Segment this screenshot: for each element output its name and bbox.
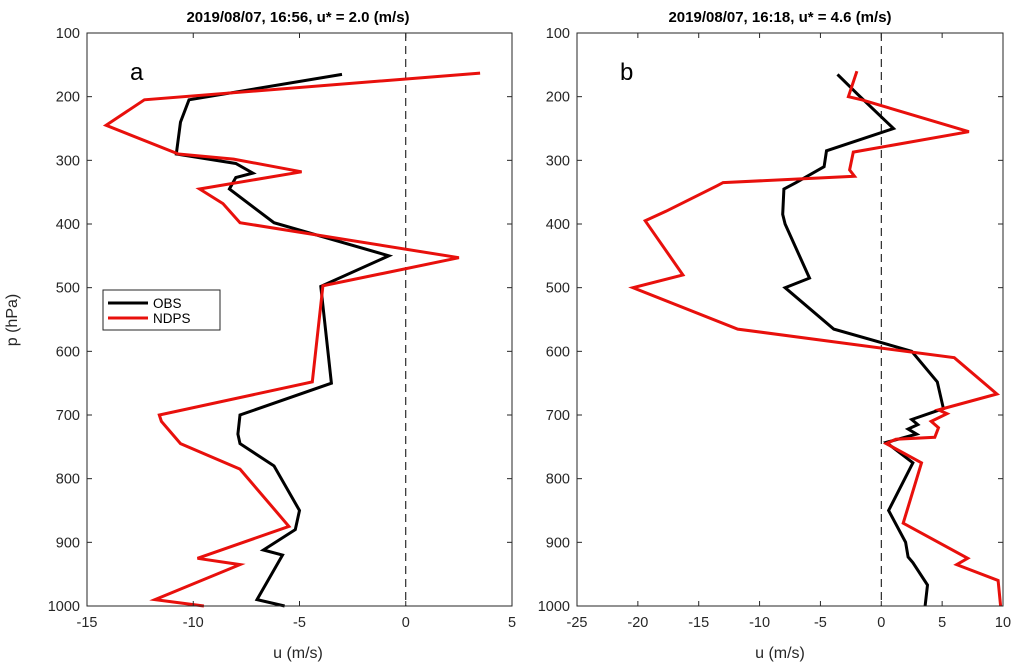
panel-b-ytick-label: 800 [546,472,570,488]
panel-b-xtick-label: 10 [995,615,1011,631]
panel-b-ytick-label: 900 [546,535,570,551]
panel-a-ytick-label: 800 [56,472,80,488]
panel-a-series-obs-line [174,72,394,608]
panel-a-title: 2019/08/07, 16:56, u* = 2.0 (m/s) [186,9,409,26]
panel-b-series-ndps-line [628,70,1003,607]
panel-a: 2019/08/07, 16:56, u* = 2.0 (m/s) a -15-… [4,9,516,662]
panel-a-ytick-label: 200 [56,90,80,106]
legend: OBS NDPS [102,289,221,331]
panel-b-ytick-label: 700 [546,408,570,424]
panel-b-plot-area: -25 -20 -15 -10 -5 0 5 10 100 200 300 400 500 600 700 8… [538,26,1011,631]
panel-b-xtick-label: 5 [938,615,946,631]
panel-a-ytick-label: 300 [56,153,80,169]
panel-a-ylabel: p (hPa) [4,294,21,346]
panel-a-series-ndps-line [102,71,481,608]
panel-b-ytick-label: 100 [546,26,570,42]
legend-box [102,289,221,331]
panel-b-xtick-label: -25 [567,615,588,631]
panel-b-ytick-label: 500 [546,281,570,297]
panel-b-xlabel: u (m/s) [755,645,805,662]
legend-ndps-label: NDPS [153,311,191,326]
panel-b-ytick-label: 400 [546,217,570,233]
panel-a-xtick-label: -10 [183,615,204,631]
panel-a-ytick-label: 500 [56,281,80,297]
panel-b-ytick-label: 600 [546,344,570,360]
panel-b: 2019/08/07, 16:18, u* = 4.6 (m/s) b -25-… [538,9,1011,662]
panel-b-title: 2019/08/07, 16:18, u* = 4.6 (m/s) [668,9,891,26]
panel-a-xtick-label: -15 [77,615,98,631]
panel-b-xtick-label: -10 [749,615,770,631]
panel-b-series-obs-line [781,73,946,607]
panel-a-ytick-label: 1000 [48,599,80,615]
panel-b-letter: b [620,59,633,86]
panel-a-ytick-label: 700 [56,408,80,424]
panel-b-ytick-label: 200 [546,90,570,106]
panel-a-xtick-label: 5 [508,615,516,631]
panel-b-ytick-label: 300 [546,153,570,169]
panel-a-ytick-label: 600 [56,344,80,360]
panel-b-xtick-label: -5 [814,615,827,631]
panel-a-letter: a [130,59,144,86]
panel-b-xtick-label: -20 [627,615,648,631]
panel-b-ytick-label: 1000 [538,599,570,615]
panel-a-ytick-label: 400 [56,217,80,233]
panel-a-xtick-label: -5 [293,615,306,631]
panel-b-xtick-label: 0 [877,615,885,631]
legend-obs-label: OBS [153,296,182,311]
panel-a-ytick-label: 100 [56,26,80,42]
panel-b-axes-box [576,32,1004,607]
panel-a-xtick-label: 0 [402,615,410,631]
panel-b-xtick-label: -15 [688,615,709,631]
panel-a-xlabel: u (m/s) [273,645,323,662]
panel-a-plot-area: -15 -10 -5 0 5 100 200 300 400 500 600 700 800 900 100… [48,26,516,631]
panel-a-ytick-label: 900 [56,535,80,551]
